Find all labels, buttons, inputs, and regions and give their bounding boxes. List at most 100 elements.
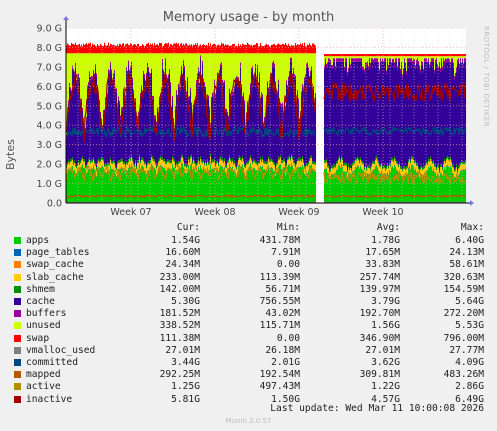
area-column-unused [190, 53, 192, 88]
area-column-swap [133, 44, 135, 54]
area-column-buffers [90, 76, 92, 81]
area-column-cache [167, 85, 169, 160]
area-column-unused [177, 53, 179, 96]
area-column-cache [334, 61, 336, 165]
area-column-unused [402, 56, 404, 75]
area-column-slab_cache [400, 168, 402, 175]
area-column-cache [413, 61, 415, 158]
area-column-swap_cache [423, 174, 425, 175]
area-column-shmem [85, 165, 87, 168]
area-column-cache [360, 61, 362, 158]
area-column-swap [376, 54, 378, 57]
area-column-unused [411, 56, 413, 59]
area-column-unused [364, 56, 366, 70]
area-column-swap_cache [342, 166, 344, 168]
area-column-buffers [109, 70, 111, 75]
area-column-swap [109, 46, 111, 54]
area-column-apps [130, 167, 132, 203]
area-column-slab_cache [111, 163, 113, 169]
area-column-apps [430, 165, 432, 203]
area-column-swap [69, 45, 71, 54]
area-column-cache [386, 74, 388, 166]
area-column-shmem [103, 158, 105, 162]
area-column-shmem [390, 163, 392, 167]
area-column-unused [226, 53, 228, 109]
area-column-swap_cache [118, 168, 120, 170]
legend-min: 43.02M [265, 308, 300, 320]
area-column-swap_cache [387, 171, 389, 172]
area-column-cache [332, 68, 334, 166]
area-column-apps [449, 168, 451, 203]
area-column-swap [263, 46, 265, 54]
area-column-cache [132, 81, 134, 159]
area-column-unused [328, 56, 330, 59]
area-column-swap_cache [430, 164, 432, 166]
area-column-unused [94, 53, 96, 74]
area-column-slab_cache [460, 164, 462, 171]
area-column-buffers [255, 63, 257, 68]
area-column-slab_cache [67, 164, 69, 171]
area-column-shmem [429, 159, 431, 162]
area-column-shmem [401, 166, 403, 170]
area-column-unused [230, 53, 232, 94]
area-column-buffers [334, 58, 336, 62]
area-column-shmem [460, 161, 462, 165]
area-column-shmem [213, 159, 215, 163]
area-column-unused [373, 56, 375, 60]
area-column-swap_cache [304, 173, 306, 174]
area-column-unused [118, 53, 120, 97]
area-column-shmem [242, 155, 244, 159]
legend-cur: 142.00M [159, 283, 200, 295]
area-column-unused [353, 56, 355, 59]
area-column-buffers [145, 80, 147, 85]
area-column-swap [352, 54, 354, 57]
area-column-cache [330, 63, 332, 169]
area-column-cache [96, 77, 98, 167]
area-column-buffers [389, 58, 391, 62]
area-column-cache [137, 120, 139, 161]
area-column-unused [107, 53, 109, 94]
area-column-swap [233, 44, 235, 54]
area-column-apps [429, 168, 431, 203]
area-column-unused [329, 56, 331, 59]
area-column-cache [83, 127, 85, 160]
area-column-shmem [431, 158, 433, 162]
area-column-slab_cache [265, 163, 267, 171]
area-column-unused [266, 53, 268, 103]
area-column-shmem [124, 161, 126, 165]
area-column-shmem [430, 156, 432, 160]
legend-name: shmem [26, 283, 55, 295]
area-column-cache [427, 65, 429, 162]
area-column-swap [418, 54, 420, 57]
y-tick-label: 7.0 G [37, 62, 63, 73]
area-column-unused [218, 53, 220, 76]
area-column-cache [443, 61, 445, 162]
area-column-cache [89, 74, 91, 158]
area-column-swap [356, 54, 358, 57]
area-column-swap [237, 46, 239, 54]
area-column-swap [261, 45, 263, 54]
area-column-shmem [105, 163, 107, 167]
area-column-unused [178, 53, 180, 84]
area-column-swap [370, 54, 372, 57]
area-column-swap [359, 54, 361, 57]
area-column-unused [392, 56, 394, 59]
area-column-slab_cache [109, 164, 111, 171]
area-column-buffers [329, 58, 331, 62]
area-column-slab_cache [200, 158, 202, 165]
area-column-cache [301, 95, 303, 160]
area-column-buffers [324, 65, 326, 70]
area-column-cache [179, 93, 181, 161]
area-column-slab_cache [361, 162, 363, 169]
area-column-swap [66, 45, 68, 54]
area-column-swap [257, 43, 259, 54]
area-column-swap [354, 54, 356, 57]
area-column-slab_cache [436, 170, 438, 176]
area-column-unused [207, 53, 209, 95]
area-column-cache [250, 86, 252, 156]
area-column-cache [112, 84, 114, 162]
area-column-buffers [240, 62, 242, 67]
area-column-swap_cache [337, 168, 339, 170]
area-column-cache [392, 62, 394, 158]
